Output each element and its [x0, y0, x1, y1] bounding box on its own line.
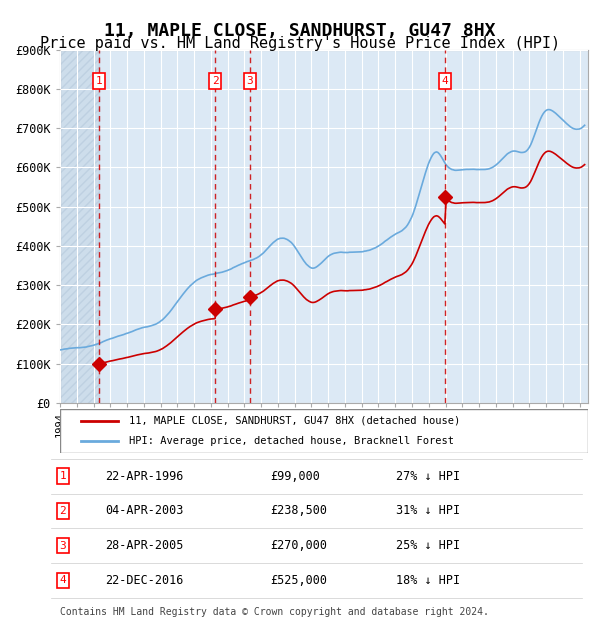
Text: £270,000: £270,000: [270, 539, 327, 552]
Text: 11, MAPLE CLOSE, SANDHURST, GU47 8HX (detached house): 11, MAPLE CLOSE, SANDHURST, GU47 8HX (de…: [128, 416, 460, 426]
Text: 22-DEC-2016: 22-DEC-2016: [105, 574, 184, 587]
Text: 1: 1: [95, 76, 102, 86]
Text: 2: 2: [59, 506, 67, 516]
FancyBboxPatch shape: [60, 409, 588, 453]
Text: 31% ↓ HPI: 31% ↓ HPI: [396, 505, 460, 517]
Text: £525,000: £525,000: [270, 574, 327, 587]
Text: Price paid vs. HM Land Registry's House Price Index (HPI): Price paid vs. HM Land Registry's House …: [40, 36, 560, 51]
Text: 28-APR-2005: 28-APR-2005: [105, 539, 184, 552]
Text: 22-APR-1996: 22-APR-1996: [105, 470, 184, 482]
Text: 25% ↓ HPI: 25% ↓ HPI: [396, 539, 460, 552]
Text: HPI: Average price, detached house, Bracknell Forest: HPI: Average price, detached house, Brac…: [128, 436, 454, 446]
Text: 3: 3: [247, 76, 253, 86]
Text: £238,500: £238,500: [270, 505, 327, 517]
Text: 4: 4: [442, 76, 449, 86]
Text: 3: 3: [59, 541, 67, 551]
Text: Contains HM Land Registry data © Crown copyright and database right 2024.: Contains HM Land Registry data © Crown c…: [60, 607, 489, 617]
Text: 2: 2: [212, 76, 218, 86]
Bar: [60, 50, 99, 403]
Text: 4: 4: [59, 575, 67, 585]
Text: 27% ↓ HPI: 27% ↓ HPI: [396, 470, 460, 482]
Text: 04-APR-2003: 04-APR-2003: [105, 505, 184, 517]
Bar: [60, 50, 99, 403]
Text: 1: 1: [59, 471, 67, 481]
Text: 18% ↓ HPI: 18% ↓ HPI: [396, 574, 460, 587]
Text: 11, MAPLE CLOSE, SANDHURST, GU47 8HX: 11, MAPLE CLOSE, SANDHURST, GU47 8HX: [104, 22, 496, 40]
Text: £99,000: £99,000: [270, 470, 320, 482]
